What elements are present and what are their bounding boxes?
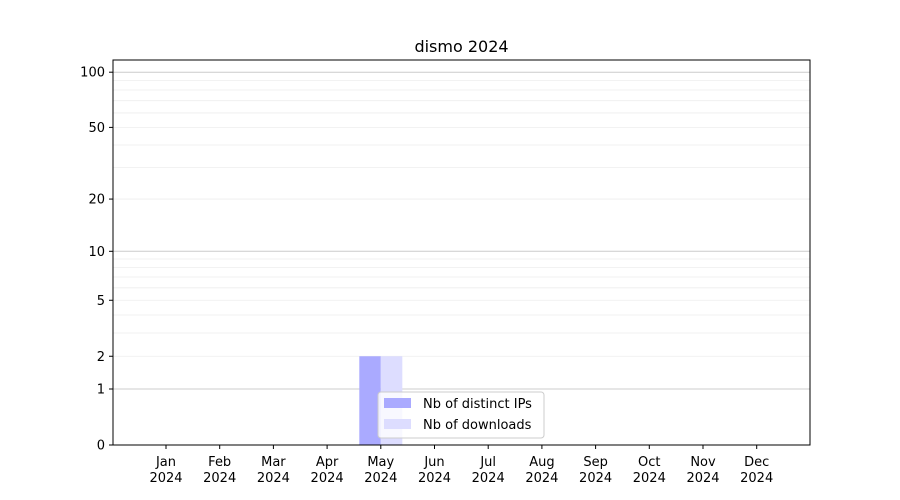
x-tick-label: 2024 xyxy=(740,471,773,486)
x-tick-label: Aug xyxy=(529,455,554,470)
x-tick-label: May xyxy=(367,455,394,470)
legend-label: Nb of downloads xyxy=(423,418,532,433)
x-tick-label: Oct xyxy=(638,455,660,470)
y-tick-label: 2 xyxy=(97,350,105,365)
x-tick-label: Nov xyxy=(690,455,716,470)
x-tick-label: Mar xyxy=(261,455,286,470)
legend-label: Nb of distinct IPs xyxy=(423,397,532,412)
legend-box xyxy=(377,391,545,439)
x-tick-label: 2024 xyxy=(311,471,344,486)
x-tick-label: 2024 xyxy=(633,471,666,486)
x-tick-label: Dec xyxy=(744,455,769,470)
y-tick-label: 50 xyxy=(88,121,105,136)
y-tick-label: 100 xyxy=(80,66,105,81)
bar-nb-of-distinct-ips xyxy=(359,356,381,445)
legend-swatch xyxy=(384,398,411,408)
x-tick-label: 2024 xyxy=(686,471,719,486)
legend-swatch xyxy=(384,419,411,429)
x-tick-label: Feb xyxy=(208,455,231,470)
y-tick-label: 10 xyxy=(88,245,105,260)
x-tick-label: 2024 xyxy=(418,471,451,486)
x-tick-label: 2024 xyxy=(579,471,612,486)
y-tick-label: 20 xyxy=(88,193,105,208)
x-tick-label: 2024 xyxy=(257,471,290,486)
x-tick-label: 2024 xyxy=(203,471,236,486)
x-tick-label: Apr xyxy=(316,455,339,470)
y-tick-label: 0 xyxy=(97,439,105,454)
x-tick-label: Jun xyxy=(423,455,444,470)
x-tick-label: Sep xyxy=(583,455,608,470)
x-tick-label: Jul xyxy=(479,455,496,470)
x-tick-label: 2024 xyxy=(472,471,505,486)
x-tick-label: 2024 xyxy=(149,471,182,486)
x-tick-label: 2024 xyxy=(364,471,397,486)
legend: Nb of distinct IPs Nb of downloads xyxy=(377,391,545,439)
x-tick-label: Jan xyxy=(155,455,176,470)
axes-frame xyxy=(112,59,811,446)
chart-title: dismo 2024 xyxy=(414,37,508,56)
y-tick-label: 5 xyxy=(97,294,105,309)
x-tick-label: 2024 xyxy=(525,471,558,486)
y-tick-label: 1 xyxy=(97,383,105,398)
